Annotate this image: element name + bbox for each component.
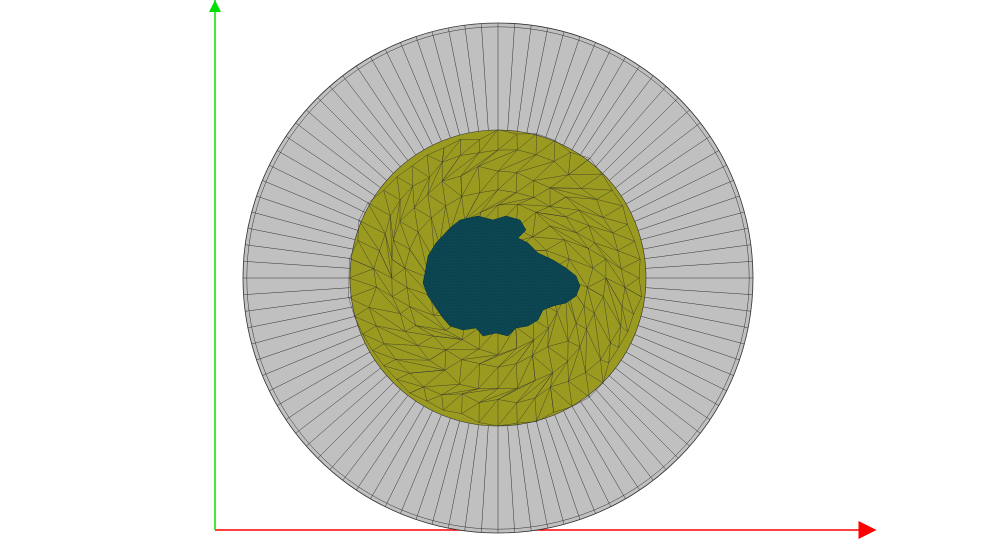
- mesh-viewport: [0, 0, 989, 557]
- y-axis-arrow: [209, 0, 221, 12]
